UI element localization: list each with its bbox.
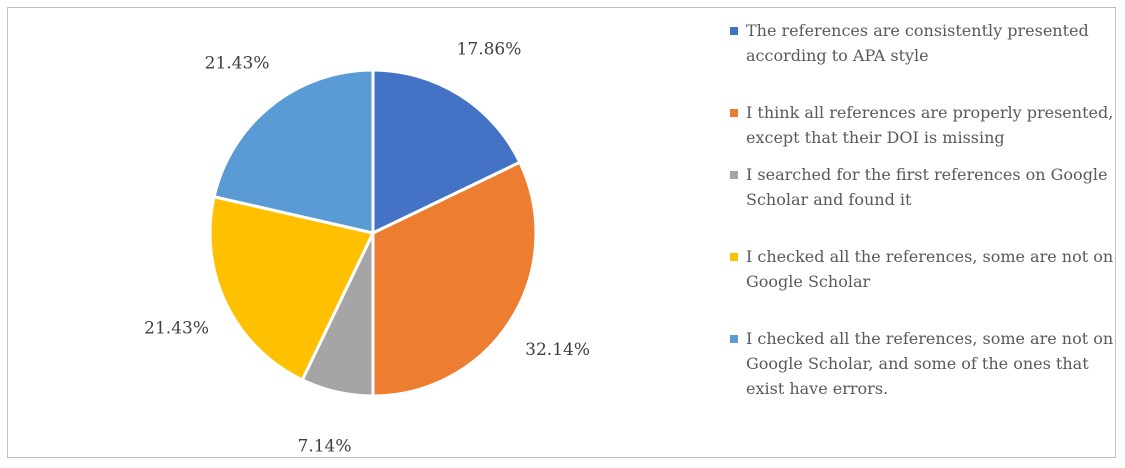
legend-marker-4 <box>730 253 738 261</box>
legend-item-3: I searched for the first references on G… <box>730 162 1115 212</box>
legend-label-3: I searched for the first references on G… <box>746 165 1108 209</box>
legend-label-2: I think all references are properly pres… <box>746 103 1114 147</box>
slice-label-1: 17.86% <box>457 39 522 59</box>
pie-slice-2 <box>371 160 538 398</box>
slice-label-3: 7.14% <box>298 437 352 457</box>
slice-label-5: 21.43% <box>205 54 270 74</box>
legend-marker-5 <box>730 335 738 343</box>
legend-marker-2 <box>730 109 738 117</box>
pie-chart: 17.86% 32.14% 7.14% 21.43% 21.43% <box>144 39 590 456</box>
legend-item-1: The references are consistently presente… <box>730 18 1115 68</box>
pie-slice-1 <box>371 68 522 235</box>
legend-item-2: I think all references are properly pres… <box>730 100 1115 150</box>
legend-marker-1 <box>730 27 738 35</box>
legend-marker-3 <box>730 171 738 179</box>
chart-frame <box>7 7 1116 458</box>
legend-label-1: The references are consistently presente… <box>746 21 1089 65</box>
pie-slice-5 <box>212 68 375 235</box>
slice-label-4: 21.43% <box>144 319 209 339</box>
legend-label-5: I checked all the references, some are n… <box>746 329 1114 398</box>
legend: The references are consistently presente… <box>730 18 1115 401</box>
pie-labels: 17.86% 32.14% 7.14% 21.43% 21.43% <box>144 39 590 456</box>
pie-slices <box>208 68 538 398</box>
pie-slice-4 <box>208 195 375 382</box>
legend-item-4: I checked all the references, some are n… <box>730 244 1115 294</box>
legend-item-5: I checked all the references, some are n… <box>730 326 1115 401</box>
slice-label-2: 32.14% <box>525 340 590 360</box>
legend-label-4: I checked all the references, some are n… <box>746 247 1114 291</box>
